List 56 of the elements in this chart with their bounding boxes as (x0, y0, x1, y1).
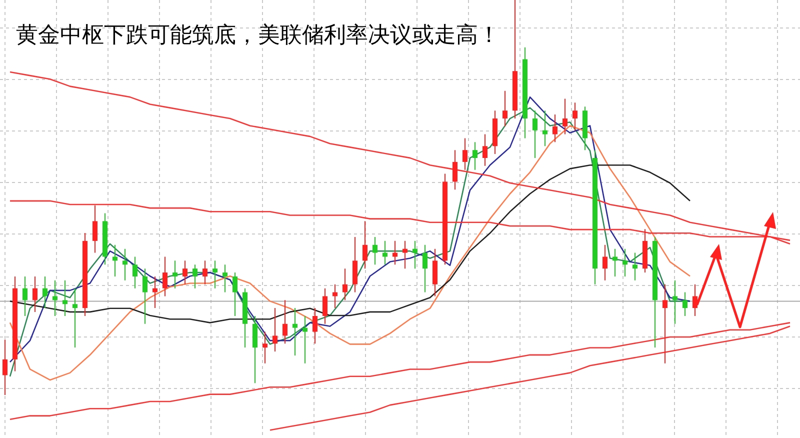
candlestick (462, 138, 468, 170)
candlestick (192, 264, 198, 289)
candlestick (562, 98, 568, 135)
candlestick (542, 110, 548, 147)
candlestick (22, 276, 28, 316)
candlestick (272, 308, 278, 352)
candlestick (222, 264, 228, 293)
candlestick (622, 248, 628, 277)
candlestick (602, 244, 608, 281)
candlestick (212, 260, 218, 289)
candlestick (182, 260, 188, 285)
candlestick (372, 236, 378, 266)
candlestick (412, 240, 418, 270)
candlestick (72, 288, 78, 348)
candlestick (612, 248, 618, 277)
candlestick (572, 102, 578, 131)
candlestick (352, 236, 358, 293)
candlestick (312, 308, 318, 344)
candlestick (142, 268, 148, 324)
candlestick (632, 252, 638, 281)
candlestick (112, 244, 118, 277)
candlestick (362, 220, 368, 270)
candlestick (172, 260, 178, 289)
candlestick (342, 268, 348, 301)
candlestick (252, 315, 258, 384)
candlestick (282, 300, 288, 344)
candlestick (52, 280, 58, 316)
candlestick (552, 114, 558, 143)
candlestick (2, 339, 8, 396)
candlestick (132, 256, 138, 289)
candlestick (92, 204, 98, 254)
candlestick (62, 280, 68, 316)
candlestick (122, 248, 128, 281)
candlestick (322, 288, 328, 324)
candlestick (162, 256, 168, 297)
candlestick (472, 142, 478, 170)
candlestick (292, 308, 298, 356)
candlestick (452, 150, 458, 190)
candlestick (232, 272, 238, 316)
candlestick (432, 248, 438, 297)
candlestick (302, 315, 308, 364)
candlestick (402, 240, 408, 270)
candlestick (502, 90, 508, 127)
candlestick (152, 276, 158, 309)
candlestick (422, 244, 428, 293)
candlestick (692, 284, 698, 316)
candlestick (202, 260, 208, 285)
candlestick (672, 280, 678, 324)
candlestick (532, 110, 538, 158)
candlestick (482, 134, 488, 166)
candlestick (32, 276, 38, 313)
candlestick (262, 331, 268, 364)
candlestick (682, 292, 688, 316)
candlestick (42, 276, 48, 309)
candlestick (662, 284, 668, 364)
text: 黄金中枢下跌可能筑底，美联储利率决议或走高！ (16, 22, 500, 50)
